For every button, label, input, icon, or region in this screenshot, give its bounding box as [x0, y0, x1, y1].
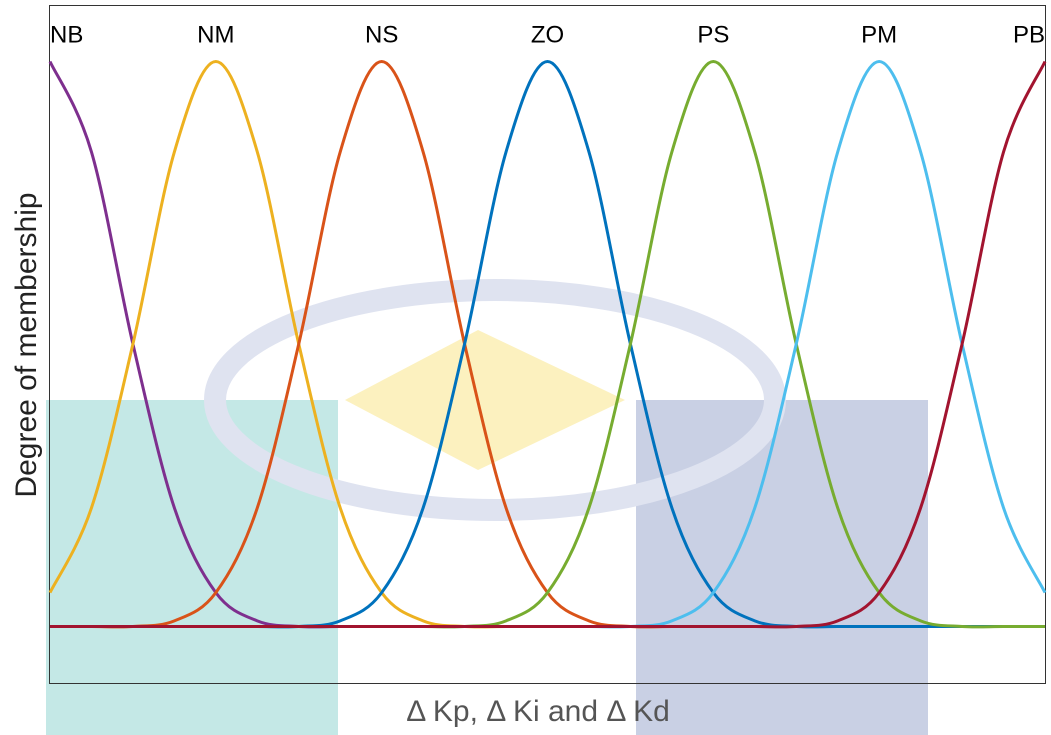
- chart: Δ Kp, Δ Ki and Δ Kd Degree of membership…: [0, 0, 1051, 735]
- watermark: [345, 330, 625, 470]
- watermark: [46, 400, 338, 735]
- legend-label: NS: [365, 21, 398, 48]
- legend-label: PB: [1013, 21, 1045, 48]
- legend-label: NM: [197, 21, 234, 48]
- y-axis-label: Degree of membership: [10, 192, 43, 497]
- legend-label: ZO: [531, 21, 564, 48]
- legend-label: PM: [861, 21, 897, 48]
- x-axis-label: Δ Kp, Δ Ki and Δ Kd: [406, 695, 670, 728]
- legend-label: PS: [697, 21, 729, 48]
- legend-label: NB: [50, 21, 83, 48]
- watermark: [636, 400, 928, 735]
